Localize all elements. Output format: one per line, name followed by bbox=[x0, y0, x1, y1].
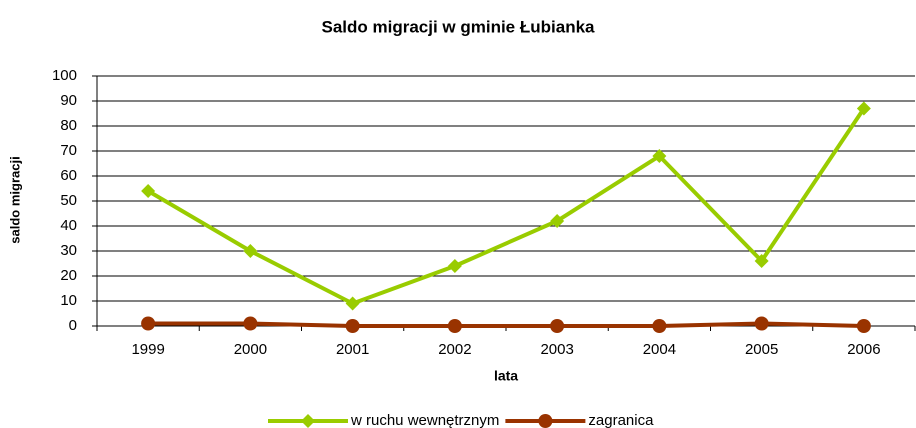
marker bbox=[141, 184, 156, 198]
marker bbox=[550, 319, 565, 333]
marker bbox=[754, 254, 769, 268]
legend-label: zagranica bbox=[588, 412, 654, 428]
x-tick-label: 2001 bbox=[336, 341, 369, 358]
y-tick-label: 80 bbox=[60, 117, 77, 134]
marker bbox=[447, 259, 462, 273]
x-tick-label: 2005 bbox=[745, 341, 778, 358]
marker bbox=[301, 414, 315, 428]
marker bbox=[243, 244, 258, 258]
y-tick-label: 10 bbox=[60, 292, 77, 309]
x-tick-label: 2000 bbox=[234, 341, 267, 358]
marker bbox=[345, 319, 360, 333]
x-tick-label: 2004 bbox=[643, 341, 676, 358]
x-tick-label: 1999 bbox=[131, 341, 164, 358]
marker bbox=[754, 316, 769, 331]
y-tick-label: 60 bbox=[60, 167, 77, 184]
y-tick-label: 70 bbox=[60, 142, 77, 159]
y-axis-label: saldo migracji bbox=[7, 156, 22, 243]
marker bbox=[550, 214, 565, 228]
x-tick-label: 2003 bbox=[540, 341, 573, 358]
y-tick-label: 50 bbox=[60, 192, 77, 209]
y-tick-label: 90 bbox=[60, 92, 77, 109]
marker bbox=[856, 101, 871, 116]
y-tick-label: 30 bbox=[60, 242, 77, 259]
y-tick-label: 100 bbox=[52, 67, 77, 84]
x-tick-label: 2002 bbox=[438, 341, 471, 358]
y-tick-label: 0 bbox=[69, 317, 77, 334]
series-line bbox=[147, 107, 866, 306]
marker bbox=[447, 319, 462, 333]
marker bbox=[141, 316, 156, 331]
x-axis-label: lata bbox=[494, 368, 518, 384]
marker bbox=[856, 319, 871, 333]
chart-title: Saldo migracji w gminie Łubianka bbox=[321, 17, 595, 36]
marker bbox=[652, 149, 667, 163]
y-tick-label: 40 bbox=[60, 217, 77, 234]
x-tick-label: 2006 bbox=[847, 341, 880, 358]
marker bbox=[652, 319, 667, 333]
marker bbox=[345, 296, 360, 311]
marker bbox=[538, 414, 553, 428]
series-line bbox=[148, 321, 864, 328]
legend-label: w ruchu wewnętrznym bbox=[350, 412, 499, 428]
marker bbox=[243, 316, 258, 331]
y-tick-label: 20 bbox=[60, 267, 77, 284]
